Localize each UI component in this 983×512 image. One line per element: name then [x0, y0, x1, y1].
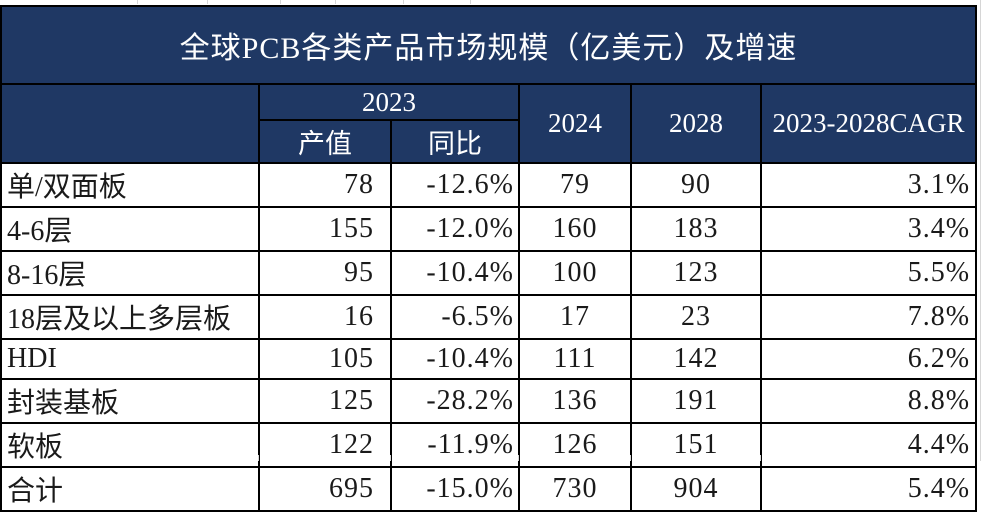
- table-row: 单/双面板 78 -12.6% 79 90 3.1%: [0, 162, 978, 208]
- value-2028-cell[interactable]: 151: [630, 422, 762, 468]
- value-2024-cell[interactable]: 730: [518, 466, 632, 512]
- value-2023-cell[interactable]: 95: [258, 250, 392, 296]
- yoy-2023-cell[interactable]: -15.0%: [390, 466, 520, 512]
- value-2024-cell[interactable]: 79: [518, 162, 632, 208]
- header-2023-group[interactable]: 2023: [258, 83, 520, 121]
- table-title: 全球PCB各类产品市场规模（亿美元）及增速: [0, 5, 978, 85]
- gridline-stub: [280, 0, 281, 4]
- value-2028-cell[interactable]: 123: [630, 250, 762, 296]
- value-2024-cell[interactable]: 111: [518, 338, 632, 380]
- gridline-stub: [470, 0, 471, 4]
- value-2028-cell[interactable]: 23: [630, 294, 762, 340]
- header-row-sub: 产值 同比: [1, 119, 976, 164]
- cagr-cell[interactable]: 5.5%: [759, 250, 978, 296]
- row-label-cell[interactable]: 合计: [0, 466, 260, 512]
- gridline-stub: [335, 0, 336, 4]
- value-2028-cell[interactable]: 90: [630, 162, 762, 208]
- gridline-stub: [390, 455, 391, 461]
- gridline-stub: [137, 0, 138, 4]
- gridline-stub: [518, 455, 519, 461]
- corner-cell[interactable]: [0, 83, 260, 164]
- gridline-stub: [403, 0, 404, 4]
- value-2023-cell[interactable]: 155: [258, 206, 392, 252]
- table-row: 合计 695 -15.0% 730 904 5.4%: [0, 466, 978, 512]
- table-row: 封装基板 125 -28.2% 136 191 8.8%: [0, 378, 978, 424]
- header-output-value[interactable]: 产值: [258, 119, 392, 164]
- yoy-2023-cell[interactable]: -12.0%: [390, 206, 520, 252]
- value-2023-cell[interactable]: 16: [258, 294, 392, 340]
- gridline-stub: [630, 455, 631, 461]
- row-label-cell[interactable]: 软板: [0, 422, 260, 468]
- yoy-2023-cell[interactable]: -6.5%: [390, 294, 520, 340]
- value-2024-cell[interactable]: 160: [518, 206, 632, 252]
- value-2023-cell[interactable]: 125: [258, 378, 392, 424]
- yoy-2023-cell[interactable]: -12.6%: [390, 162, 520, 208]
- gridline-stub: [207, 0, 208, 4]
- value-2023-cell[interactable]: 122: [258, 422, 392, 468]
- cagr-cell[interactable]: 7.8%: [759, 294, 978, 340]
- row-label-cell[interactable]: 单/双面板: [0, 162, 260, 208]
- row-label-cell[interactable]: 18层及以上多层板: [0, 294, 260, 340]
- value-2023-cell[interactable]: 105: [258, 338, 392, 380]
- table-row: 软板 122 -11.9% 126 151 4.4%: [0, 422, 978, 468]
- yoy-2023-cell[interactable]: -10.4%: [390, 250, 520, 296]
- value-2028-cell[interactable]: 142: [630, 338, 762, 380]
- cagr-cell[interactable]: 3.1%: [759, 162, 978, 208]
- gridline-stub: [760, 455, 761, 461]
- value-2023-cell[interactable]: 78: [258, 162, 392, 208]
- yoy-2023-cell[interactable]: -10.4%: [390, 338, 520, 380]
- header-cagr[interactable]: 2023-2028CAGR: [759, 83, 978, 164]
- value-2023-cell[interactable]: 695: [258, 466, 392, 512]
- header-row-top: 2023 2024 2028 2023-2028CAGR: [0, 83, 978, 164]
- row-label-cell[interactable]: HDI: [0, 338, 260, 380]
- row-label-cell[interactable]: 4-6层: [0, 206, 260, 252]
- table-row: 8-16层 95 -10.4% 100 123 5.5%: [0, 250, 978, 296]
- gridline-right: [980, 0, 981, 461]
- value-2024-cell[interactable]: 100: [518, 250, 632, 296]
- gridline-stub: [258, 455, 259, 461]
- table-row: 4-6层 155 -12.0% 160 183 3.4%: [0, 206, 978, 252]
- value-2028-cell[interactable]: 183: [630, 206, 762, 252]
- table-row: 18层及以上多层板 16 -6.5% 17 23 7.8%: [0, 294, 978, 340]
- row-label-cell[interactable]: 8-16层: [0, 250, 260, 296]
- cagr-cell[interactable]: 3.4%: [759, 206, 978, 252]
- pcb-market-table: 全球PCB各类产品市场规模（亿美元）及增速 2023 2024 2028 202…: [0, 5, 978, 512]
- cagr-cell[interactable]: 4.4%: [759, 422, 978, 468]
- yoy-2023-cell[interactable]: -11.9%: [390, 422, 520, 468]
- title-row: 全球PCB各类产品市场规模（亿美元）及增速: [0, 5, 978, 85]
- value-2024-cell[interactable]: 136: [518, 378, 632, 424]
- header-yoy[interactable]: 同比: [390, 119, 520, 164]
- cagr-cell[interactable]: 6.2%: [759, 338, 978, 380]
- table-row: HDI 105 -10.4% 111 142 6.2%: [0, 338, 978, 380]
- yoy-2023-cell[interactable]: -28.2%: [390, 378, 520, 424]
- value-2024-cell[interactable]: 126: [518, 422, 632, 468]
- header-2024[interactable]: 2024: [518, 83, 632, 164]
- row-label-cell[interactable]: 封装基板: [0, 378, 260, 424]
- header-2028[interactable]: 2028: [630, 83, 762, 164]
- value-2028-cell[interactable]: 904: [630, 466, 762, 512]
- cagr-cell[interactable]: 5.4%: [759, 466, 978, 512]
- cagr-cell[interactable]: 8.8%: [759, 378, 978, 424]
- value-2024-cell[interactable]: 17: [518, 294, 632, 340]
- value-2028-cell[interactable]: 191: [630, 378, 762, 424]
